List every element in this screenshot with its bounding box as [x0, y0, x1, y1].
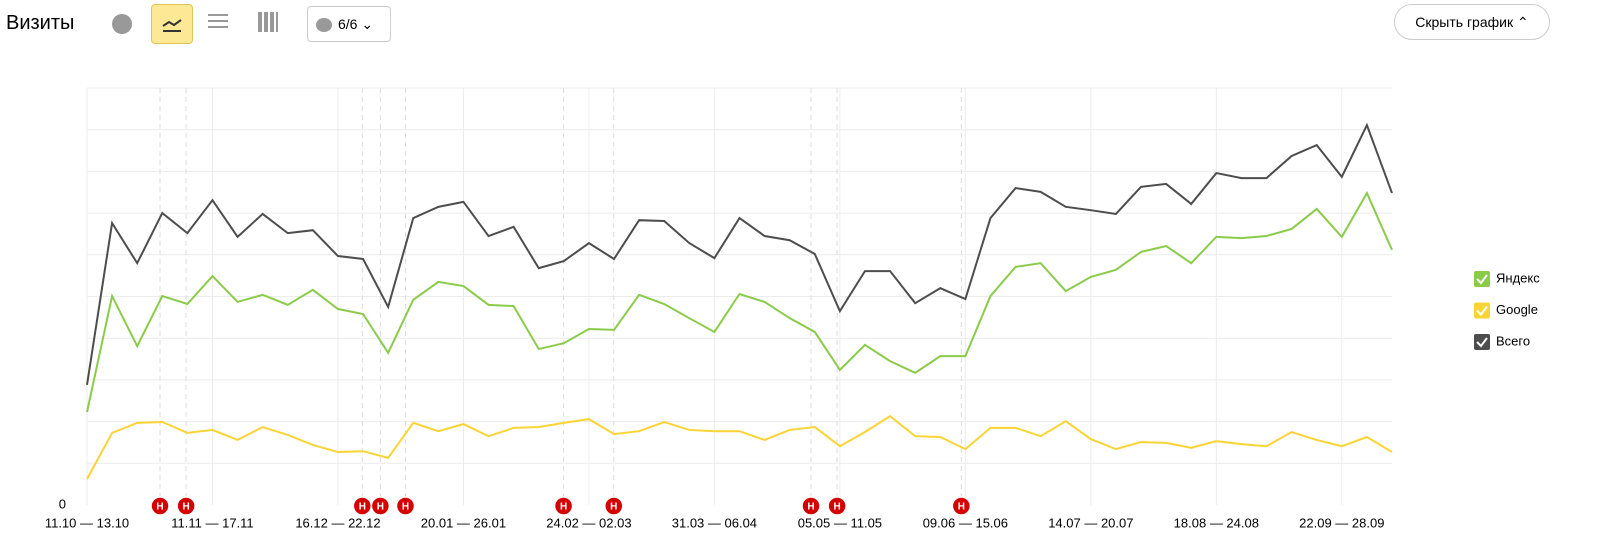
x-tick-label: 09.06 — 15.06 [923, 515, 1008, 530]
legend-label: Яндекс [1496, 270, 1540, 285]
x-tick-label: 18.08 — 24.08 [1174, 515, 1259, 530]
x-tick-label: 14.07 — 20.07 [1048, 515, 1133, 530]
filter-label: 6/6 [338, 16, 358, 32]
hide-chart-button[interactable]: Скрыть график ⌃ [1394, 4, 1550, 40]
series-line [86, 122, 1393, 386]
x-tick-label: 24.02 — 02.03 [546, 515, 631, 530]
line-view[interactable] [151, 4, 193, 44]
area-view[interactable] [208, 14, 228, 32]
line-icon [162, 19, 182, 32]
legend-item[interactable]: Google [1474, 302, 1538, 319]
note-marker [176, 496, 196, 516]
note-marker [553, 496, 574, 516]
legend-label: Google [1496, 302, 1538, 317]
legend-checkbox [1474, 334, 1490, 350]
x-tick-label: 11.11 — 17.11 [171, 515, 253, 530]
header: Визиты 6/6 ⌄ Скрыть график ⌃ [0, 0, 1600, 50]
note-label: Н [377, 502, 384, 513]
legend-check [1476, 305, 1488, 317]
note-label: Н [560, 502, 567, 513]
note-marker [604, 496, 624, 516]
note-marker [827, 496, 847, 516]
legend-checkbox [1474, 271, 1490, 287]
legend-item[interactable]: Яндекс [1474, 270, 1540, 287]
x-tick-label: 16.12 — 22.12 [295, 515, 380, 530]
note-label: Н [402, 502, 409, 513]
y-tick-label: 0 [59, 496, 66, 511]
legend-check [1476, 337, 1488, 348]
x-tick-label: 20.01 — 26.01 [421, 515, 506, 530]
filter-button[interactable]: 6/6 ⌄ [307, 6, 391, 42]
x-tick-label: 22.09 — 28.09 [1299, 515, 1384, 530]
legend-label: Всего [1496, 333, 1530, 348]
legend-check [1476, 274, 1488, 285]
x-tick-label: 05.05 — 11.05 [798, 515, 882, 530]
legend-checkbox [1474, 302, 1490, 319]
bar-view[interactable] [258, 12, 278, 32]
note-marker [801, 496, 821, 516]
series-line [86, 190, 1393, 413]
note-label: Н [807, 502, 814, 513]
legend-item[interactable]: Всего [1474, 333, 1530, 350]
x-tick-label: 11.10 — 13.10 [45, 515, 129, 530]
note-marker [395, 496, 416, 516]
note-label: Н [359, 502, 366, 513]
hide-chart-label: Скрыть график [1415, 14, 1514, 30]
note-marker [370, 496, 391, 516]
note-label: Н [156, 502, 163, 513]
note-marker [951, 496, 972, 516]
note-label: Н [958, 502, 965, 513]
series-line [86, 414, 1393, 480]
note-label: Н [610, 502, 617, 513]
note-marker [150, 496, 170, 516]
note-label: Н [183, 502, 190, 513]
pie-view[interactable] [112, 14, 132, 34]
x-tick-label: 31.03 — 06.04 [672, 515, 757, 530]
note-label: Н [834, 502, 841, 513]
title: Визиты [6, 12, 75, 34]
